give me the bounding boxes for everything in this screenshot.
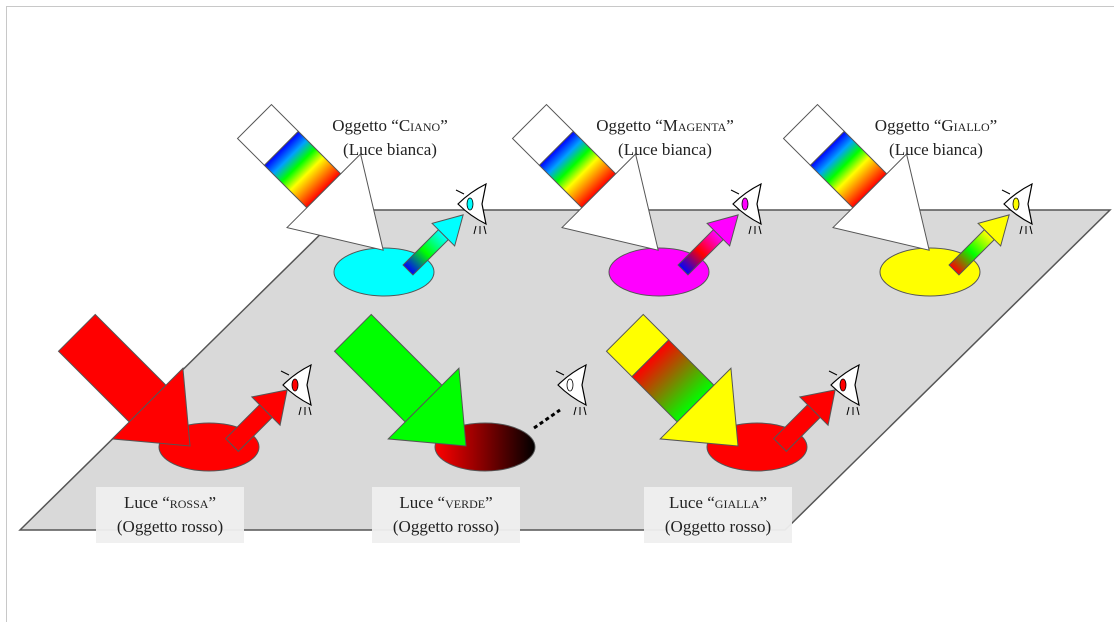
label-line1: Luce “verde” [399, 493, 492, 512]
white-light-arrow [236, 103, 384, 251]
label-line2: (Luce bianca) [618, 140, 712, 159]
reflected-arrow [402, 214, 464, 276]
slide-border-top [6, 6, 1114, 7]
scene-cyan-object [236, 103, 487, 297]
reflected-arrow [677, 214, 739, 276]
label-cyan-object: Oggetto “Ciano” (Luce bianca) [332, 116, 447, 159]
eye-icon [730, 182, 762, 235]
red-light-arrow [57, 313, 191, 447]
reflected-arrow [948, 214, 1010, 276]
label-yellow-light: Luce “gialla” (Oggetto rosso) [644, 487, 792, 543]
white-light-arrow [782, 103, 930, 251]
label-line2: (Luce bianca) [889, 140, 983, 159]
white-light-arrow [511, 103, 659, 251]
scene-yellow-light [605, 313, 860, 472]
eye-icon [1001, 182, 1033, 235]
label-line1: Oggetto “Magenta” [596, 116, 734, 135]
scene-green-light [333, 313, 587, 472]
label-magenta-object: Oggetto “Magenta” (Luce bianca) [596, 116, 734, 159]
eye-icon [280, 363, 312, 416]
eye-icon [555, 363, 587, 416]
scene-magenta-object [511, 103, 762, 297]
eye-icon [455, 182, 487, 235]
slide-border-left [6, 6, 7, 622]
label-line1: Oggetto “Ciano” [332, 116, 447, 135]
scene-red-light [57, 313, 312, 472]
label-line1: Oggetto “Giallo” [875, 116, 997, 135]
no-reflection-dotted-line [533, 408, 561, 430]
label-red-light: Luce “rossa” (Oggetto rosso) [96, 487, 244, 543]
label-line2: (Oggetto rosso) [117, 517, 223, 536]
scene-yellow-object [782, 103, 1033, 297]
yellow-light-arrow [605, 313, 739, 447]
green-light-arrow [333, 313, 467, 447]
label-line1: Luce “gialla” [669, 493, 767, 512]
eye-icon [828, 363, 860, 416]
reflected-arrow [224, 389, 288, 453]
label-yellow-object: Oggetto “Giallo” (Luce bianca) [875, 116, 997, 159]
ground-plane [18, 209, 1112, 531]
label-line2: (Oggetto rosso) [393, 517, 499, 536]
label-green-light: Luce “verde” (Oggetto rosso) [372, 487, 520, 543]
reflected-arrow [772, 389, 836, 453]
label-line2: (Oggetto rosso) [665, 517, 771, 536]
label-line2: (Luce bianca) [343, 140, 437, 159]
label-line1: Luce “rossa” [124, 493, 216, 512]
